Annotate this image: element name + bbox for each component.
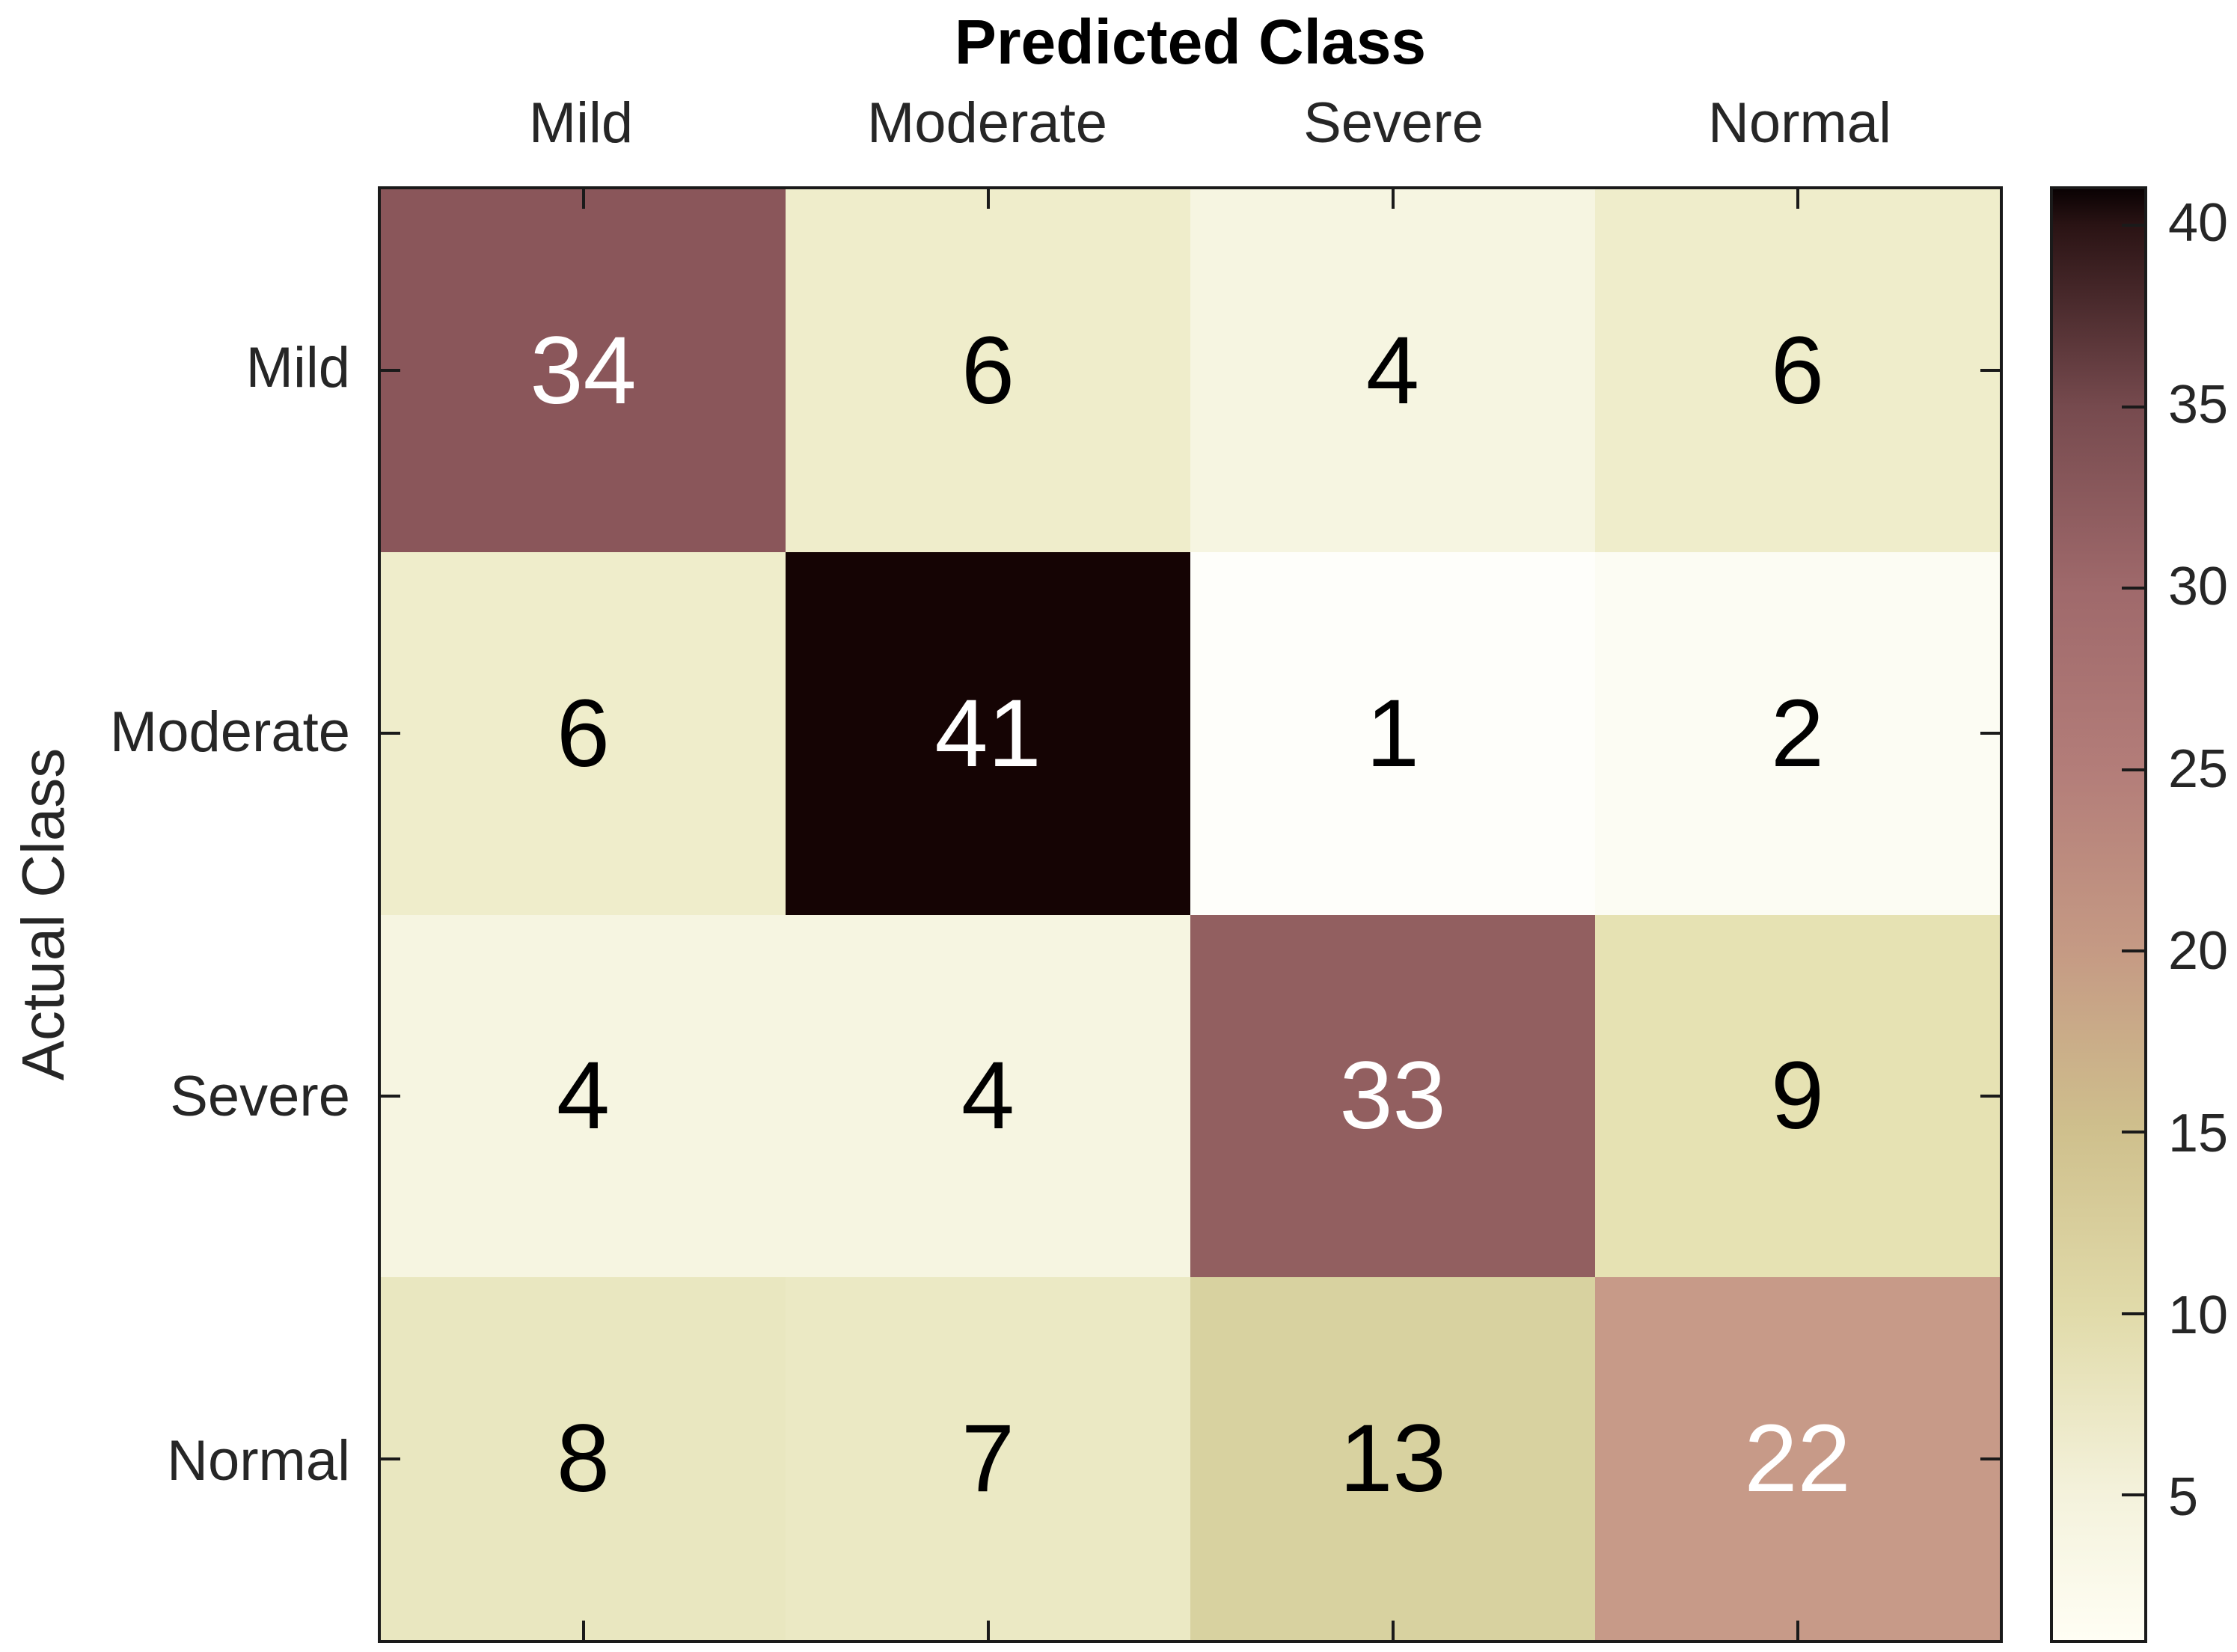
y-tick-label-mild: Mild bbox=[245, 336, 350, 400]
heatmap-cell-r2c3: 9 bbox=[1595, 914, 2000, 1278]
cell-value: 9 bbox=[1770, 1042, 1825, 1150]
axis-tick-right-2 bbox=[1980, 1094, 2000, 1098]
colorbar-tick-label-40: 40 bbox=[2168, 192, 2229, 253]
heatmap-cells: 34 6 4 6 6 41 1 2 4 4 33 9 8 7 13 22 bbox=[381, 189, 2000, 1640]
cell-value: 8 bbox=[556, 1405, 610, 1513]
heatmap-cell-r0c3: 6 bbox=[1595, 189, 2000, 552]
cell-value: 2 bbox=[1770, 679, 1825, 787]
cell-value: 34 bbox=[530, 316, 637, 424]
heatmap-cell-r2c0: 4 bbox=[381, 914, 786, 1278]
colorbar-tick-10 bbox=[2122, 1312, 2144, 1315]
colorbar-tick-label-20: 20 bbox=[2168, 921, 2229, 982]
cell-value: 4 bbox=[961, 1042, 1015, 1150]
axis-tick-top-0 bbox=[581, 189, 585, 209]
colorbar-tick-25 bbox=[2122, 768, 2144, 771]
cell-value: 6 bbox=[1770, 316, 1825, 424]
axis-tick-bottom-0 bbox=[581, 1621, 585, 1640]
y-tick-label-normal: Normal bbox=[167, 1428, 350, 1493]
x-tick-label-normal: Normal bbox=[1708, 91, 1891, 155]
colorbar-tick-label-5: 5 bbox=[2168, 1467, 2199, 1528]
colorbar-tick-label-30: 30 bbox=[2168, 557, 2229, 617]
cell-value: 41 bbox=[934, 679, 1041, 787]
axis-tick-bottom-3 bbox=[1796, 1621, 1799, 1640]
x-tick-label-mild: Mild bbox=[528, 91, 634, 155]
axis-tick-right-0 bbox=[1980, 369, 2000, 373]
axis-tick-left-1 bbox=[381, 732, 400, 735]
cell-value: 4 bbox=[556, 1042, 610, 1150]
heatmap-cell-r2c1: 4 bbox=[786, 914, 1190, 1278]
colorbar-tick-label-10: 10 bbox=[2168, 1285, 2229, 1345]
colorbar-tick-20 bbox=[2122, 949, 2144, 952]
x-axis-title: Predicted Class bbox=[954, 7, 1427, 77]
axis-tick-top-1 bbox=[986, 189, 990, 209]
x-tick-label-severe: Severe bbox=[1303, 91, 1484, 155]
cell-value: 1 bbox=[1365, 679, 1420, 787]
heatmap-cell-r0c2: 4 bbox=[1190, 189, 1595, 552]
colorbar-tick-35 bbox=[2122, 405, 2144, 409]
y-tick-label-moderate: Moderate bbox=[109, 700, 350, 765]
axis-tick-right-3 bbox=[1980, 1457, 2000, 1460]
cell-value: 22 bbox=[1744, 1405, 1851, 1513]
heatmap-cell-r2c2: 33 bbox=[1190, 914, 1595, 1278]
axis-tick-left-2 bbox=[381, 1094, 400, 1098]
colorbar-tick-40 bbox=[2122, 224, 2144, 227]
axis-tick-bottom-1 bbox=[986, 1621, 990, 1640]
heatmap-cell-r1c3: 2 bbox=[1595, 551, 2000, 915]
heatmap-cell-r3c1: 7 bbox=[786, 1277, 1190, 1640]
y-axis-label: Actual Class bbox=[10, 747, 76, 1081]
axis-tick-bottom-2 bbox=[1391, 1621, 1395, 1640]
heatmap-cell-r3c0: 8 bbox=[381, 1277, 786, 1640]
heatmap-cell-r1c2: 1 bbox=[1190, 551, 1595, 915]
cell-value: 6 bbox=[556, 679, 610, 787]
cell-value: 33 bbox=[1339, 1042, 1446, 1150]
colorbar-tick-label-35: 35 bbox=[2168, 375, 2229, 435]
axis-tick-top-2 bbox=[1391, 189, 1395, 209]
colorbar-tick-30 bbox=[2122, 587, 2144, 590]
axis-tick-right-1 bbox=[1980, 732, 2000, 735]
heatmap-cell-r3c3: 22 bbox=[1595, 1277, 2000, 1640]
y-tick-label-severe: Severe bbox=[170, 1064, 350, 1128]
cell-value: 6 bbox=[961, 316, 1015, 424]
colorbar-tick-15 bbox=[2122, 1131, 2144, 1134]
heatmap-cell-r0c1: 6 bbox=[786, 189, 1190, 552]
heatmap-cell-r1c0: 6 bbox=[381, 551, 786, 915]
heatmap-cell-r1c1: 41 bbox=[786, 551, 1190, 915]
heatmap-plot-area: 34 6 4 6 6 41 1 2 4 4 33 9 8 7 13 22 bbox=[378, 186, 2003, 1643]
x-tick-label-moderate: Moderate bbox=[866, 91, 1108, 155]
colorbar bbox=[2050, 186, 2147, 1643]
heatmap-cell-r0c0: 34 bbox=[381, 189, 786, 552]
axis-tick-left-0 bbox=[381, 369, 400, 373]
axis-tick-left-3 bbox=[381, 1457, 400, 1460]
colorbar-tick-label-15: 15 bbox=[2168, 1103, 2229, 1163]
cell-value: 7 bbox=[961, 1405, 1015, 1513]
heatmap-cell-r3c2: 13 bbox=[1190, 1277, 1595, 1640]
colorbar-tick-label-25: 25 bbox=[2168, 738, 2229, 799]
cell-value: 13 bbox=[1339, 1405, 1446, 1513]
axis-tick-top-3 bbox=[1796, 189, 1799, 209]
cell-value: 4 bbox=[1365, 316, 1420, 424]
colorbar-tick-5 bbox=[2122, 1493, 2144, 1497]
